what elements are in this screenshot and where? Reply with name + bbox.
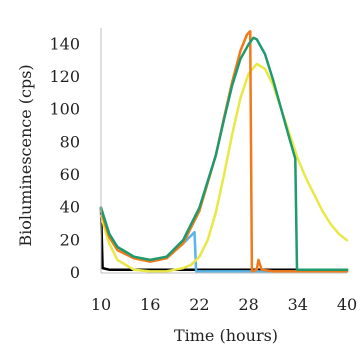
y-tick-label: 60 [60, 165, 80, 184]
y-tick-label: 40 [60, 198, 80, 217]
x-tick-label: 22 [189, 295, 209, 314]
y-tick-label: 120 [49, 67, 80, 86]
x-tick-label: 28 [238, 295, 258, 314]
series-line-4 [99, 30, 349, 273]
y-tick-label: 0 [70, 263, 80, 282]
series-layer [99, 30, 349, 273]
series-line-5 [99, 36, 349, 271]
y-tick-labels: 0 20 40 60 80 100 120 140 [49, 34, 80, 282]
y-tick-label: 80 [60, 132, 80, 151]
x-axis-title: Time (hours) [174, 326, 278, 345]
x-tick-label: 34 [288, 295, 308, 314]
x-tick-label: 40 [337, 295, 357, 314]
y-tick-label: 140 [49, 34, 80, 53]
series-line-3 [99, 62, 349, 273]
y-tick-label: 100 [49, 100, 80, 119]
x-tick-labels: 10 16 22 28 34 40 [91, 295, 357, 314]
x-tick-label: 16 [140, 295, 160, 314]
series-line-2 [99, 206, 349, 273]
y-tick-label: 20 [60, 230, 80, 249]
x-tick-label: 10 [91, 295, 111, 314]
y-axis-title: Bioluminescence (cps) [16, 64, 35, 246]
